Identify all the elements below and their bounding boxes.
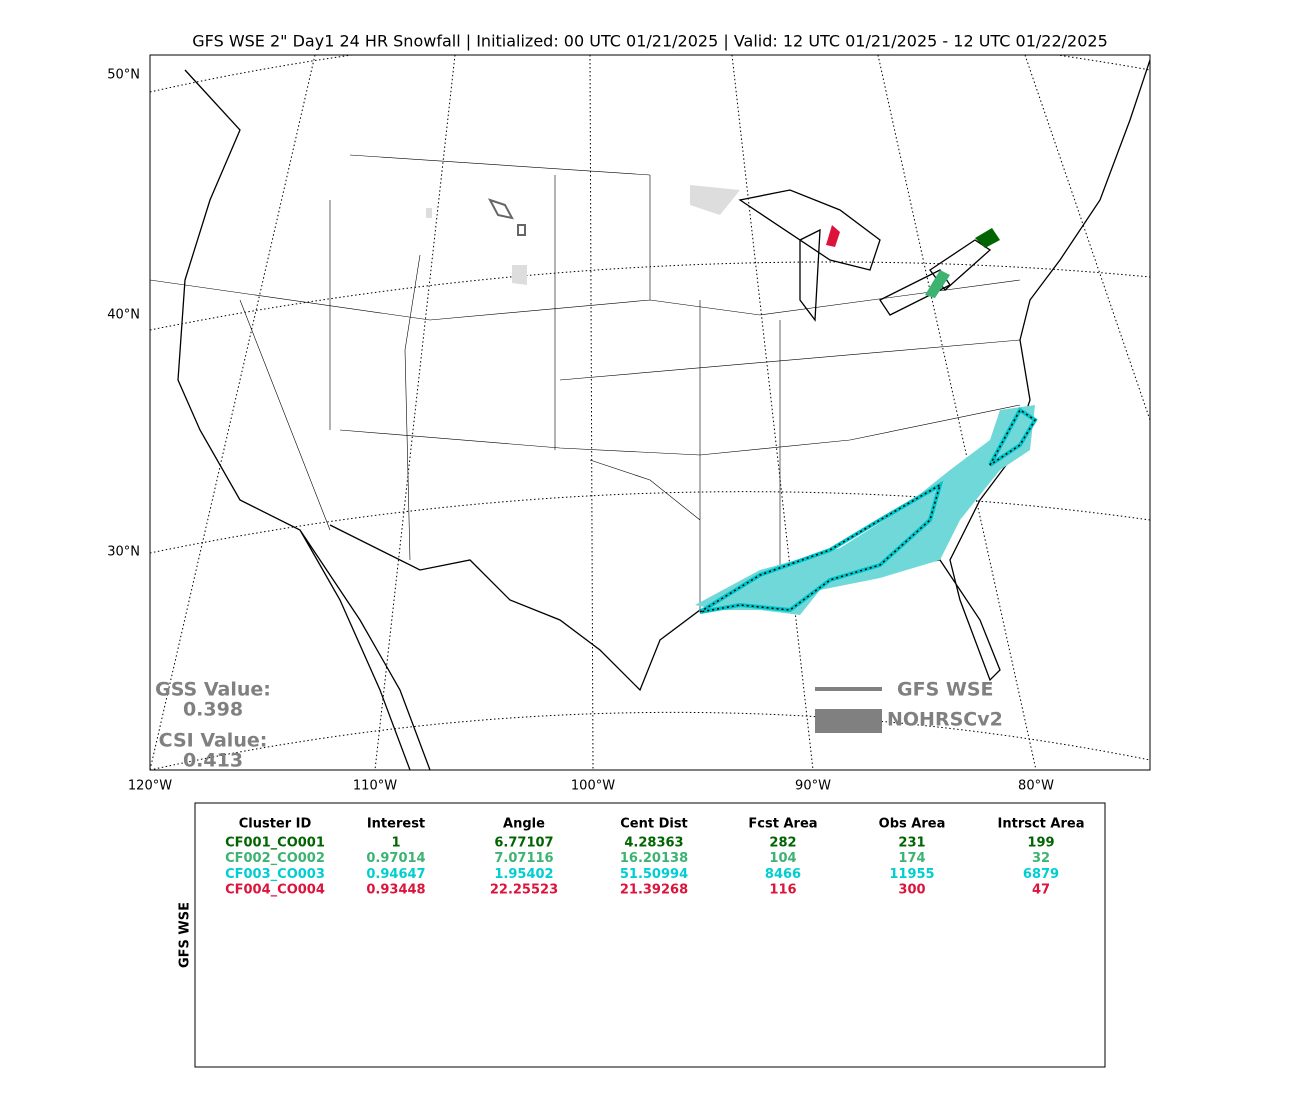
table-cell: 47 — [1032, 883, 1050, 898]
table-cell: 16.20138 — [620, 851, 688, 866]
lon-label: 110°W — [353, 779, 397, 794]
lat-label: 40°N — [107, 308, 140, 323]
legend-label: NOHRSCv2 — [887, 709, 1003, 731]
column-header: Cluster ID — [239, 817, 312, 832]
table-cell: 0.94647 — [366, 867, 425, 882]
table-cell: 0.93448 — [366, 883, 425, 898]
table-cell: 104 — [769, 851, 796, 866]
table-cell: 282 — [769, 836, 796, 851]
map-frame — [149, 54, 1151, 771]
table-cell: 0.97014 — [366, 851, 425, 866]
score-value: 0.413 — [183, 750, 243, 772]
lon-label: 100°W — [571, 779, 615, 794]
score-label: CSI Value: — [159, 730, 268, 752]
table-cell: 21.39268 — [620, 883, 688, 898]
score-label: GSS Value: — [155, 679, 271, 701]
table-side-label: GFS WSE — [178, 902, 193, 968]
table-cell: 7.07116 — [494, 851, 553, 866]
table-cell: 300 — [898, 883, 925, 898]
legend-label: GFS WSE — [897, 679, 994, 701]
table-cell: 8466 — [765, 867, 801, 882]
lat-label: 50°N — [107, 68, 140, 83]
table-cell: 51.50994 — [620, 867, 688, 882]
table-cell: 231 — [898, 836, 925, 851]
column-header: Angle — [503, 817, 545, 832]
table-cell: 199 — [1027, 836, 1054, 851]
table-cell: CF004_CO004 — [225, 883, 325, 898]
column-header: Cent Dist — [620, 817, 688, 832]
legend-patch — [815, 709, 882, 733]
lon-label: 120°W — [128, 779, 172, 794]
lat-label: 30°N — [107, 545, 140, 560]
table-cell: 4.28363 — [624, 836, 683, 851]
table-cell: 22.25523 — [490, 883, 558, 898]
table-cell: 11955 — [889, 867, 934, 882]
table-cell: 1.95402 — [494, 867, 553, 882]
title: GFS WSE 2" Day1 24 HR Snowfall | Initial… — [192, 32, 1108, 51]
table-cell: 174 — [898, 851, 925, 866]
table-cell: 6.77107 — [494, 836, 553, 851]
table-cell: CF002_CO002 — [225, 851, 325, 866]
table-cell: 32 — [1032, 851, 1050, 866]
column-header: Obs Area — [879, 817, 946, 832]
column-header: Interest — [367, 817, 425, 832]
table-cell: CF003_CO003 — [225, 867, 325, 882]
table-cell: 1 — [391, 836, 400, 851]
column-header: Fcst Area — [748, 817, 817, 832]
lon-label: 80°W — [1018, 779, 1054, 794]
column-header: Intrsct Area — [998, 817, 1085, 832]
table-cell: CF001_CO001 — [225, 836, 325, 851]
lon-label: 90°W — [795, 779, 831, 794]
table-cell: 116 — [769, 883, 796, 898]
map — [149, 54, 1151, 771]
table-cell: 6879 — [1023, 867, 1059, 882]
score-value: 0.398 — [183, 699, 243, 721]
table-frame — [194, 802, 1106, 1068]
